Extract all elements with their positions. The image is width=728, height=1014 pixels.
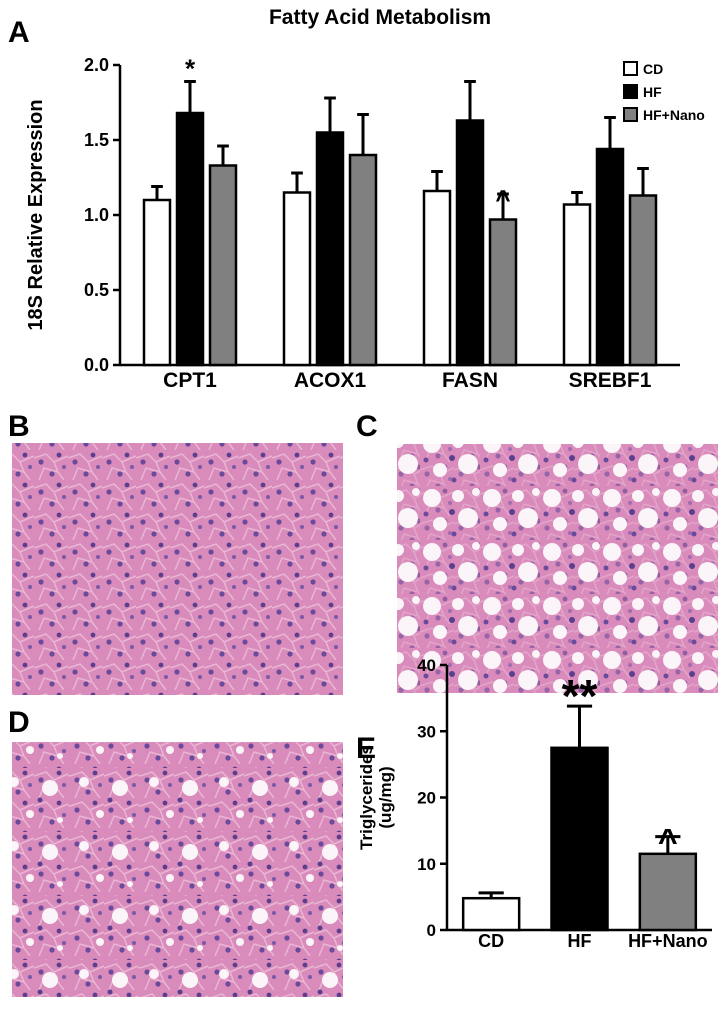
error-bar: [324, 96, 336, 133]
y-axis-label: 18S Relative Expression: [25, 99, 47, 330]
error-bar: [571, 191, 583, 205]
bar: [461, 896, 521, 932]
y-tick-label: 0: [427, 921, 436, 940]
histology-image: [12, 742, 343, 997]
x-tick-label: ACOX1: [294, 369, 367, 392]
panel-label: B: [8, 410, 30, 443]
legend-swatch: [623, 84, 638, 99]
error-bar: [478, 891, 504, 899]
annotation: **: [562, 670, 598, 722]
error-bar: [637, 167, 649, 196]
error-bar: [431, 170, 443, 191]
bar: [628, 194, 658, 367]
error-bar: [604, 116, 616, 149]
error-bar: [291, 171, 303, 193]
error-bar: [151, 185, 163, 200]
y-tick-label: 1.0: [84, 205, 109, 225]
bar: [315, 131, 345, 367]
y-tick-label: 10: [417, 855, 436, 874]
x-tick-label: HF+Nano: [628, 931, 708, 951]
x-tick-label: SREBF1: [569, 369, 652, 392]
error-bar: [497, 192, 509, 220]
bar: [455, 119, 485, 367]
legend-label: HF+Nano: [643, 107, 705, 123]
bar: [562, 203, 592, 367]
error-bar: [566, 704, 593, 748]
error-bar: [184, 80, 196, 113]
bar: [142, 198, 172, 367]
x-tick-label: CPT1: [163, 369, 217, 392]
histology-image: [12, 443, 343, 695]
legend-label: CD: [643, 61, 663, 77]
x-tick-label: HF: [568, 931, 592, 951]
histology-image: [397, 444, 718, 693]
panel-label: C: [356, 410, 378, 443]
y-tick-label: 20: [417, 789, 436, 808]
error-bar: [357, 113, 369, 155]
y-axis-label: (ug/mg): [376, 766, 395, 828]
chart-title: Fatty Acid Metabolism: [269, 6, 491, 29]
panel-label: A: [8, 16, 30, 49]
y-tick-label: 30: [417, 722, 436, 741]
bar: [348, 153, 378, 367]
annotation: ^: [658, 823, 678, 861]
bar: [422, 189, 452, 367]
error-bar: [217, 144, 229, 166]
y-axis-label: Triglycerides: [357, 745, 376, 850]
panel-label: E: [356, 732, 376, 765]
legend-swatch: [623, 61, 638, 76]
annotation: *: [185, 54, 196, 84]
bar: [638, 852, 698, 932]
bar: [595, 147, 625, 367]
annotation: ^: [495, 184, 510, 214]
bar: [175, 111, 205, 367]
x-tick-label: FASN: [442, 369, 498, 392]
error-bar: [464, 80, 476, 121]
x-tick-label: CD: [478, 931, 504, 951]
y-tick-label: 2.0: [84, 55, 109, 75]
y-tick-label: 0.5: [84, 280, 109, 300]
bar: [282, 191, 312, 367]
legend-swatch: [623, 107, 638, 122]
error-bar: [655, 835, 681, 854]
legend-label: HF: [643, 84, 662, 100]
bar: [208, 164, 238, 367]
panel-label: D: [8, 706, 30, 739]
y-tick-label: 1.5: [84, 130, 109, 150]
bar: [550, 746, 609, 932]
bar: [488, 218, 518, 367]
y-tick-label: 40: [417, 656, 436, 675]
y-tick-label: 0.0: [84, 355, 109, 375]
